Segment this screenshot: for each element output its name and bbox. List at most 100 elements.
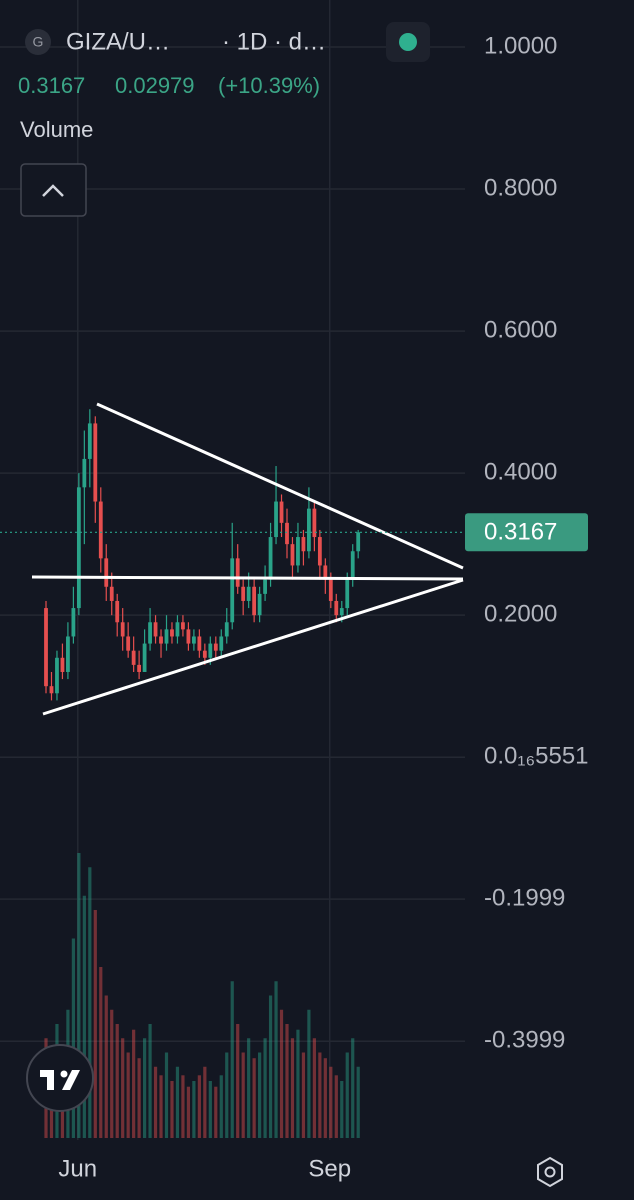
candle-body [98, 501, 103, 559]
settings-icon[interactable] [537, 1156, 563, 1188]
candle-body [263, 579, 267, 594]
interval[interactable]: · 1D · d… [222, 28, 326, 55]
last-price-label: 0.3167 [484, 519, 557, 546]
candle-body [137, 664, 142, 672]
last-price-box [465, 513, 588, 552]
candle-body [246, 586, 251, 601]
x-tick-label: Jun [58, 1155, 97, 1182]
candle-body [252, 586, 257, 616]
volume-bar [214, 1086, 218, 1138]
candle-body [87, 423, 92, 459]
candle-body [334, 600, 339, 616]
candle-body [131, 650, 136, 665]
symbol[interactable]: GIZA/U… [66, 28, 170, 55]
volume-bar [132, 1029, 136, 1138]
candle-body [197, 636, 202, 651]
candle-body [60, 657, 65, 672]
status-dot [399, 33, 417, 51]
y-tick-label: 0.2000 [484, 601, 557, 628]
volume-bar [301, 1052, 306, 1138]
candle-body [208, 643, 213, 658]
candle-body [285, 522, 289, 545]
volume-bar [137, 1058, 141, 1138]
volume-bar [164, 1052, 169, 1138]
candle-body [109, 586, 114, 601]
volume-bar [312, 1038, 316, 1138]
volume-bar [208, 1081, 212, 1138]
chevron-icon [42, 184, 64, 197]
candle-body [312, 508, 317, 538]
volume-bar [247, 1038, 251, 1138]
candle-body [268, 537, 273, 580]
volume-bar [236, 1024, 240, 1138]
volume-bar [329, 1066, 333, 1138]
candle-body [164, 629, 169, 644]
volume-bar [88, 867, 92, 1138]
x-tick-label: Sep [308, 1155, 351, 1182]
candle-body [44, 608, 48, 687]
volume-bar [323, 1058, 327, 1138]
volume-bar [99, 967, 103, 1138]
candle-body [82, 458, 87, 488]
volume-bar [285, 1024, 289, 1138]
price-axis: 1.0000 0.8000 0.6000 0.4000 0.2000 0.0₁₆5551 -… [58, 32, 588, 1182]
candle-body [142, 643, 147, 672]
candle-body [76, 487, 81, 609]
candle-body [93, 423, 98, 502]
candle-body [170, 629, 174, 637]
candle-body [191, 636, 196, 644]
trend-line [42, 578, 464, 716]
candle-body [224, 622, 229, 637]
candle-body [115, 600, 120, 623]
candle-body [350, 551, 355, 580]
volume-bar [230, 981, 234, 1138]
volume-bar [296, 1029, 300, 1138]
candle-body [120, 622, 125, 637]
candle-body [356, 532, 361, 552]
volume-bar [345, 1052, 349, 1138]
volume-bar [126, 1052, 130, 1138]
candle-body [159, 636, 163, 644]
volume-bar [181, 1075, 185, 1138]
volume-bar [186, 1086, 191, 1138]
volume-bar [148, 1024, 152, 1138]
candle-body [307, 508, 311, 552]
volume-bar [258, 1052, 262, 1138]
volume-bar [121, 1038, 125, 1138]
candle-body [181, 622, 185, 630]
candle-body [202, 650, 207, 658]
volume-bar [93, 910, 97, 1138]
volume-bar [356, 1066, 360, 1138]
candle-body [235, 558, 240, 587]
trend-line [96, 402, 464, 570]
volume-bar [351, 1038, 355, 1138]
volume-bar [71, 938, 75, 1138]
trend-line [31, 575, 464, 581]
y-tick-label: 0.8000 [484, 174, 557, 201]
volume-bar [252, 1058, 256, 1138]
candle-body [290, 544, 295, 566]
candle-body [274, 501, 278, 538]
logo[interactable] [26, 1044, 94, 1112]
logo-mark [40, 1070, 80, 1090]
candle-body [71, 608, 76, 637]
volume-label: Volume [20, 117, 93, 142]
candles [44, 409, 361, 701]
symbol-icon [25, 29, 51, 55]
candle-body [126, 636, 131, 651]
volume-bar [274, 981, 278, 1138]
change: 0.02979 [115, 73, 195, 98]
candle-body [328, 579, 333, 601]
collapse-button[interactable] [20, 163, 87, 217]
candle-body [230, 558, 235, 623]
volume-bar [82, 895, 86, 1138]
y-tick-label: -0.1999 [484, 885, 565, 912]
volume-bar [290, 1038, 295, 1138]
candle-body [323, 565, 328, 580]
candle-body [104, 558, 109, 587]
volume-bar [77, 853, 81, 1138]
candle-body [279, 501, 284, 523]
volume-bar [334, 1075, 338, 1138]
candle-body [66, 636, 70, 672]
